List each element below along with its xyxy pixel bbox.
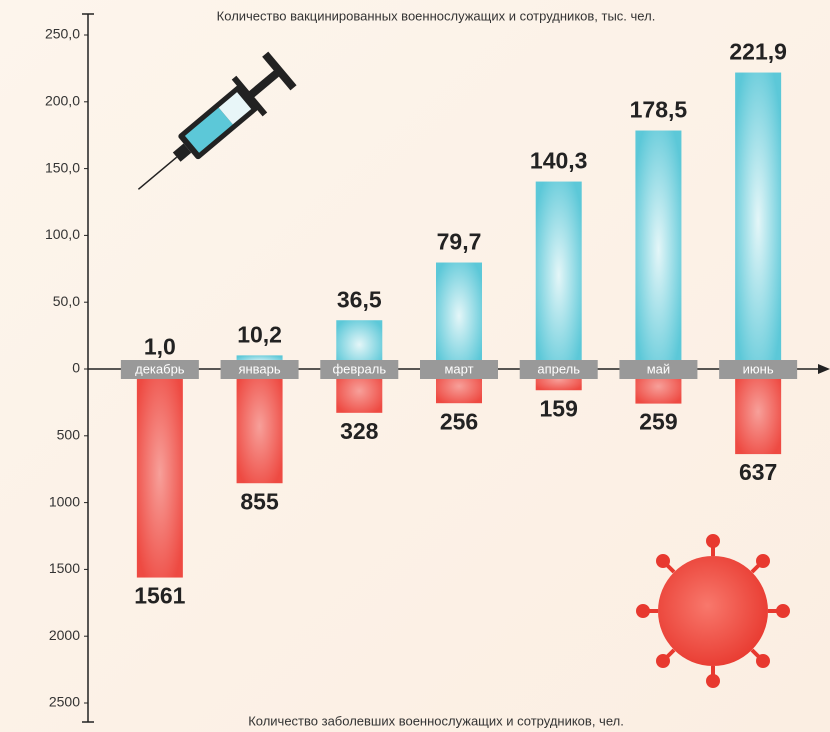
value-label: 178,5 [630, 97, 688, 123]
category-label: март [444, 361, 473, 376]
y-tick-label: 100,0 [45, 226, 80, 242]
top-title: Количество вакцинированных военнослужащи… [217, 8, 656, 23]
value-label: 1561 [134, 583, 185, 609]
value-label: 140,3 [530, 148, 588, 174]
value-label: 256 [440, 408, 478, 434]
case-bar [735, 369, 781, 454]
category-label: декабрь [135, 361, 185, 376]
y-tick-label: 50,0 [53, 293, 80, 309]
value-label: 637 [739, 459, 777, 485]
y2-tick-label: 1500 [49, 560, 80, 576]
page: Количество вакцинированных военнослужащи… [0, 0, 830, 732]
case-bar [237, 369, 283, 483]
vaccinated-bar [436, 263, 482, 369]
y2-tick-label: 2500 [49, 694, 80, 710]
vaccinated-bar [735, 73, 781, 369]
y-tick-label: 250,0 [45, 26, 80, 42]
y-tick-label: 0 [72, 360, 80, 376]
vaccinated-bar [536, 182, 582, 369]
value-label: 855 [240, 488, 279, 514]
value-label: 259 [639, 409, 677, 435]
y2-tick-label: 500 [57, 427, 81, 443]
value-label: 328 [340, 418, 379, 444]
category-label: апрель [537, 361, 580, 376]
value-label: 159 [540, 395, 578, 421]
value-label: 1,0 [144, 334, 176, 360]
y-tick-label: 200,0 [45, 93, 80, 109]
vaccinated-bar [635, 131, 681, 369]
bottom-title: Количество заболевших военнослужащих и с… [248, 713, 624, 728]
category-label: май [647, 361, 670, 376]
virus-icon [638, 536, 788, 686]
value-label: 10,2 [237, 321, 282, 347]
case-bar [137, 369, 183, 578]
y2-tick-label: 1000 [49, 493, 80, 509]
y2-tick-label: 2000 [49, 627, 80, 643]
value-label: 36,5 [337, 286, 382, 312]
y-tick-label: 150,0 [45, 159, 80, 175]
category-label: февраль [332, 361, 386, 376]
category-label: январь [238, 361, 280, 376]
category-label: июнь [743, 361, 774, 376]
value-label: 79,7 [437, 229, 482, 255]
value-label: 221,9 [729, 39, 787, 65]
chart: Количество вакцинированных военнослужащи… [0, 0, 830, 732]
